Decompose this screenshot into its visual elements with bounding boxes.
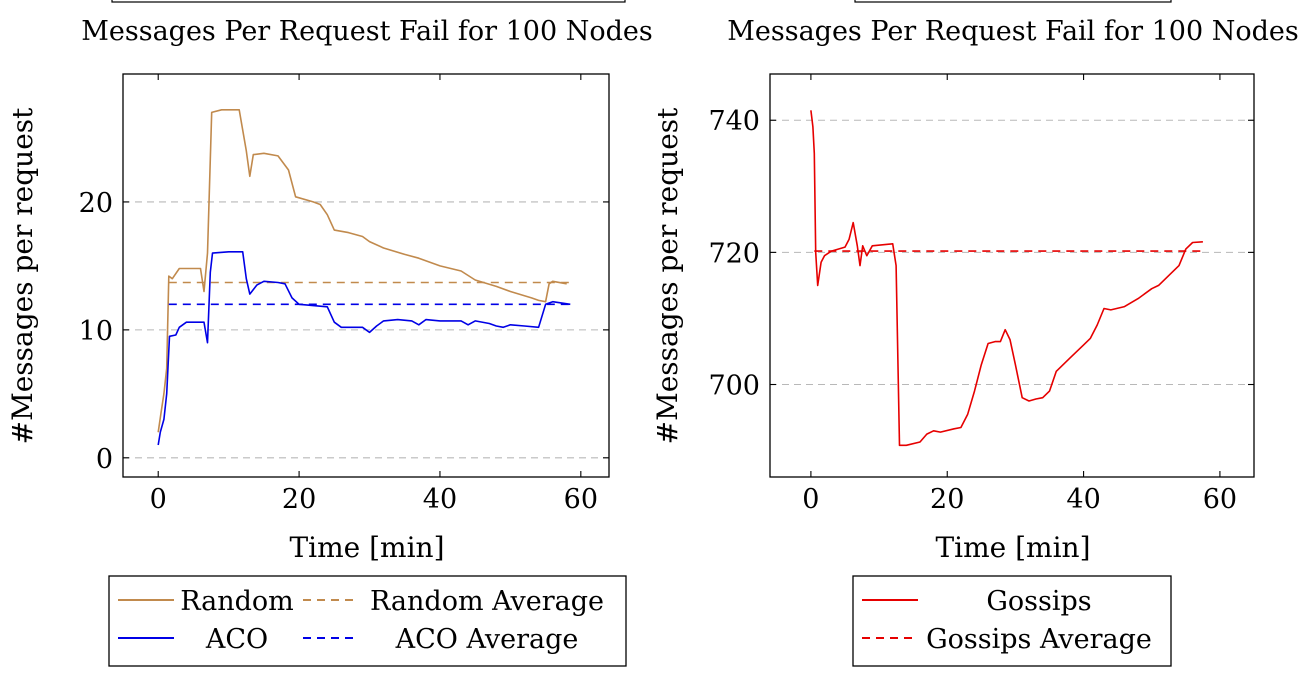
y-tick-label-right-720: 720 [708,238,760,269]
y-tick-label-right-740: 740 [708,106,760,137]
chart-left: Messages Per Request Fail for 100 Nodes … [6,0,653,667]
legend-label-gossips: Gossips [986,586,1091,617]
y-axis-label-right: #Messages per request [651,107,684,445]
x-tick-label-right-20: 20 [930,484,964,515]
axes-frame-left [122,73,610,478]
legend-box-right [852,575,1172,667]
series-line-aco [157,251,571,446]
legend-label-random-average: Random Average [370,586,604,617]
title-box-fragment-left [111,0,626,3]
x-axis-label-left: Time [min] [289,531,444,564]
x-tick-label-left-40: 40 [423,484,457,515]
y-tick-label-left-20: 20 [79,188,113,219]
x-tick-label-left-20: 20 [282,484,316,515]
x-tick-label-right-40: 40 [1066,484,1100,515]
chart-title-right: Messages Per Request Fail for 100 Nodes [727,16,1299,47]
y-tick-label-right-700: 700 [708,371,760,402]
plot-area-right: 0 20 40 60 700 720 740 [708,73,1255,515]
legend-box-left [108,575,627,667]
legend-label-gossips-average: Gossips Average [926,624,1152,655]
legend-label-aco-average: ACO Average [395,624,579,655]
title-box-fragment-right [854,0,1172,3]
axes-frame-right [769,73,1255,478]
x-tick-label-left-0: 0 [150,484,167,515]
series-line-random [157,109,567,433]
chart-right: Messages Per Request Fail for 100 Nodes … [651,0,1299,667]
x-tick-label-right-60: 60 [1203,484,1237,515]
y-axis-label-left: #Messages per request [6,107,39,445]
legend-left: Random Random Average ACO ACO Average [108,575,627,667]
legend-right: Gossips Gossips Average [852,575,1172,667]
legend-label-random: Random [180,586,294,617]
x-tick-label-left-60: 60 [564,484,598,515]
y-tick-label-left-10: 10 [79,316,113,347]
legend-label-aco: ACO [205,624,268,655]
chart-title-left: Messages Per Request Fail for 100 Nodes [81,16,653,47]
y-tick-label-left-0: 0 [96,444,113,475]
plot-area-left: 0 20 40 60 0 10 20 [79,73,610,515]
series-line-gossips [810,110,1203,447]
x-tick-label-right-0: 0 [802,484,819,515]
x-axis-label-right: Time [min] [935,531,1090,564]
